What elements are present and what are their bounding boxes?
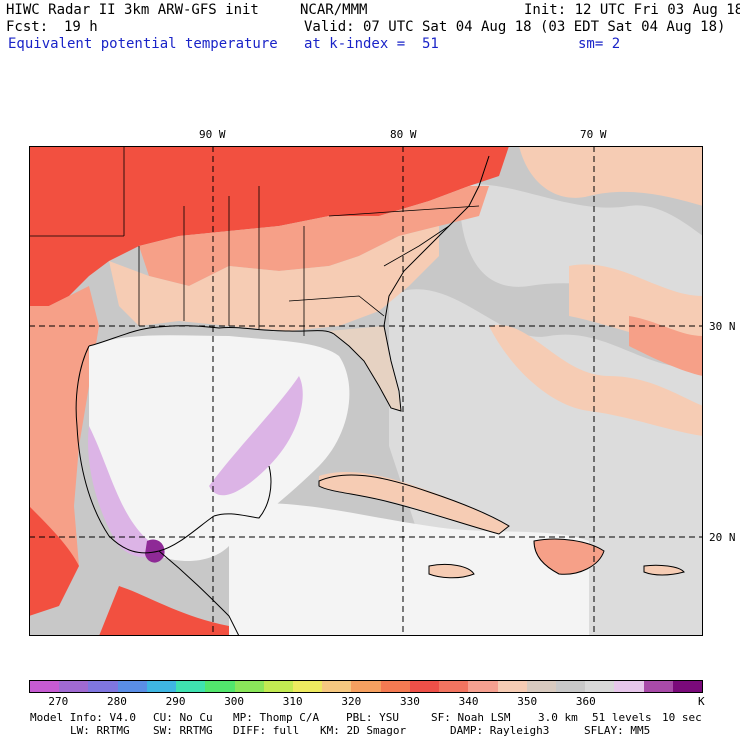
- field-salmon-west: [29, 286, 99, 586]
- colorbar-swatch: [643, 681, 673, 692]
- footer-sflay: SFLAY: MM5: [584, 724, 651, 737]
- colorbar-tick-label: 360: [575, 695, 596, 708]
- footer-cu: CU: No Cu: [153, 711, 213, 724]
- colorbar-unit: K: [698, 695, 705, 708]
- field-red-sw: [29, 506, 79, 616]
- forecast-hour: 19 h: [64, 19, 98, 35]
- coastlines: [75, 155, 685, 636]
- lon-label-80w: 80 W: [390, 128, 417, 141]
- colorbar-swatch: [234, 681, 264, 692]
- colorbar-swatch: [439, 681, 469, 692]
- field-salmon-east: [629, 316, 703, 376]
- field-light-gray-atlantic-north: [459, 184, 703, 306]
- valid-time: Valid: 07 UTC Sat 04 Aug 18 (03 EDT Sat …: [304, 19, 726, 35]
- lat-label-30n: 30 N: [709, 320, 736, 333]
- colorbar-swatch: [263, 681, 293, 692]
- colorbar-swatch: [88, 681, 118, 692]
- field-salmon-hispaniola: [534, 539, 604, 575]
- field-peach-band-midatl: [489, 324, 703, 436]
- map-frame: [29, 146, 703, 636]
- colorbar-swatch: [526, 681, 556, 692]
- colorbar-swatch: [59, 681, 89, 692]
- colorbar-tick-label: 280: [106, 695, 127, 708]
- field-peach-gulfcoast: [109, 226, 439, 331]
- init-time: Init: 12 UTC Fri 03 Aug 18: [524, 2, 740, 18]
- footer-sw: SW: RRTMG: [153, 724, 213, 737]
- smoothing: sm= 2: [578, 36, 621, 52]
- state-borders: [29, 146, 480, 336]
- field-lavender-gulf: [209, 376, 303, 496]
- field-peach-puertorico: [644, 565, 684, 575]
- colorbar-tick-label: 340: [458, 695, 479, 708]
- latlon-grid: [29, 146, 703, 636]
- forecast-label: Fcst:: [6, 19, 49, 35]
- colorbar-swatch: [176, 681, 206, 692]
- field-purple-bay-campeche: [145, 539, 165, 563]
- colorbar-tick-label: 270: [48, 695, 69, 708]
- field-peach-north: [519, 146, 703, 206]
- model-title: HIWC Radar II 3km ARW-GFS init: [6, 2, 259, 18]
- lon-label-90w: 90 W: [199, 128, 226, 141]
- colorbar: [29, 680, 703, 693]
- footer-lw: LW: RRTMG: [70, 724, 130, 737]
- colorbar-tick-label: 300: [224, 695, 245, 708]
- cuba-coastline: [318, 474, 510, 535]
- lat-label-20n: 20 N: [709, 531, 736, 544]
- theta-e-map: [29, 146, 703, 636]
- field-peach-jamaica: [429, 564, 474, 578]
- colorbar-tick-label: 330: [400, 695, 420, 708]
- level-index: at k-index = 51: [304, 36, 439, 52]
- colorbar-swatch: [555, 681, 586, 692]
- footer-diff: DIFF: full: [233, 724, 300, 737]
- colorbar-swatch: [322, 681, 352, 692]
- footer-sf: SF: Noah LSM: [431, 711, 511, 724]
- colorbar-swatch: [117, 681, 147, 692]
- colorbar-swatch: [380, 681, 410, 692]
- footer-damp: DAMP: Rayleigh3: [450, 724, 550, 737]
- colorbar-swatch: [468, 681, 498, 692]
- colorbar-swatch: [409, 681, 440, 692]
- colorbar-swatch: [351, 681, 381, 692]
- colorbar-swatch: [205, 681, 235, 692]
- colorbar-tick-label: 310: [282, 695, 303, 708]
- gulf-coastline: [88, 155, 490, 412]
- footer-mp: MP: Thomp C/A: [233, 711, 320, 724]
- colorbar-swatch: [292, 681, 323, 692]
- org-label: NCAR/MMM: [300, 2, 368, 18]
- colorbar-swatch: [30, 681, 60, 692]
- footer-resolution: 3.0 km: [538, 711, 578, 724]
- colorbar-tick-label: 350: [517, 695, 538, 708]
- field-red-north: [29, 146, 509, 306]
- field-peach-cuba: [319, 471, 509, 534]
- colorbar-tick-label: 290: [165, 695, 186, 708]
- footer-levels: 51 levels: [592, 711, 652, 724]
- lon-label-70w: 70 W: [580, 128, 607, 141]
- puertorico-coastline: [643, 564, 685, 576]
- field-red-south-mexico: [99, 586, 229, 636]
- colorbar-swatch: [585, 681, 615, 692]
- field-tan-florida: [329, 326, 401, 411]
- colorbar-swatch: [672, 681, 703, 692]
- footer-pbl: PBL: YSU: [346, 711, 399, 724]
- field-white-gulf: [89, 335, 350, 561]
- footer-timestep: 10 sec: [662, 711, 702, 724]
- mexico-coastline: [75, 345, 272, 554]
- footer-model-info: Model Info: V4.0: [30, 711, 136, 724]
- footer-km: KM: 2D Smagor: [320, 724, 407, 737]
- central-america-coastline: [158, 550, 240, 636]
- field-name: Equivalent potential temperature: [8, 36, 278, 52]
- colorbar-swatch: [497, 681, 527, 692]
- colorbar-swatch: [146, 681, 177, 692]
- jamaica-coastline: [428, 563, 475, 579]
- colorbar-tick-label: 320: [341, 695, 362, 708]
- hispaniola-coastline: [533, 538, 605, 575]
- field-white-caribbean: [229, 503, 589, 636]
- colorbar-swatch: [614, 681, 644, 692]
